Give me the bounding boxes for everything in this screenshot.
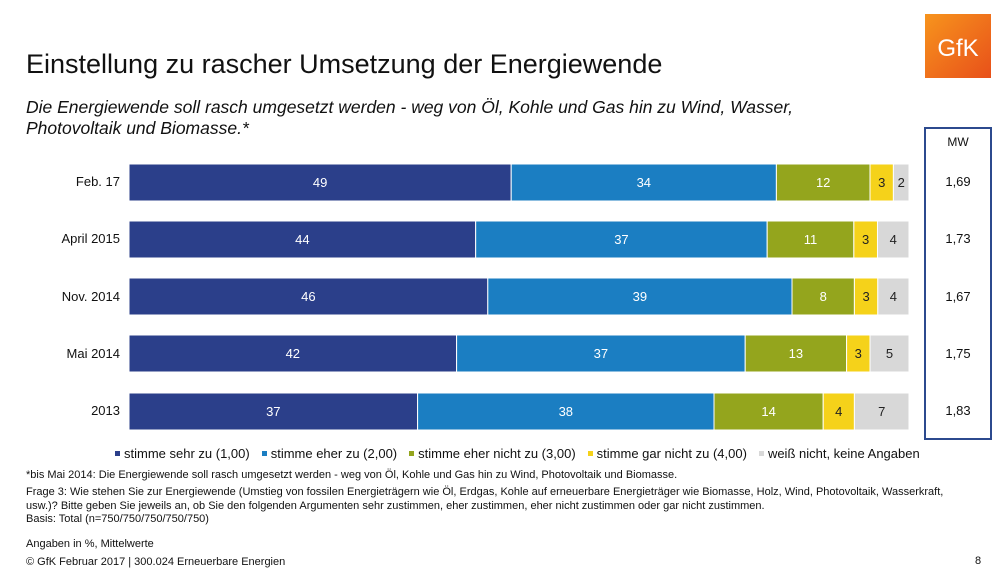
legend-swatch <box>758 450 764 456</box>
data-label: 13 <box>789 346 803 361</box>
legend-label: stimme eher nicht zu (3,00) <box>418 445 576 461</box>
category-label: April 2015 <box>61 231 120 246</box>
bar-segment <box>744 334 848 373</box>
bar-segment <box>876 220 910 259</box>
chart-legend: stimme sehr zu (1,00) stimme eher zu (2,… <box>115 445 932 461</box>
bar-segment <box>487 277 793 316</box>
bar-segment <box>713 392 824 431</box>
bar-segment <box>128 163 512 202</box>
legend-item: weiß nicht, keine Angaben <box>758 445 920 461</box>
question-text: Frage 3: Wie stehen Sie zur Energiewende… <box>26 486 956 527</box>
category-label: Nov. 2014 <box>61 289 120 304</box>
bar-segment <box>456 334 746 373</box>
legend-label: weiß nicht, keine Angaben <box>767 445 920 461</box>
footnote: *bis Mai 2014: Die Energiewende soll ras… <box>26 469 678 481</box>
page-number: 8 <box>975 555 982 567</box>
data-label: 49 <box>313 175 327 190</box>
mean-value: 1,83 <box>945 403 971 418</box>
data-label: 3 <box>862 232 869 247</box>
mean-value-box <box>924 127 992 440</box>
data-label: 12 <box>816 175 830 190</box>
gfk-logo: GfK <box>925 14 991 78</box>
bar-segment <box>877 277 910 316</box>
legend-label: stimme sehr zu (1,00) <box>124 445 250 461</box>
page-title: Einstellung zu rascher Umsetzung der Ene… <box>26 49 663 79</box>
data-label: 39 <box>633 289 647 304</box>
svg-text:GfK: GfK <box>937 35 978 62</box>
basis-line: Basis: Total (n=750/750/750/750/750) <box>26 513 209 525</box>
data-label: 37 <box>594 346 608 361</box>
legend-item: stimme gar nicht zu (4,00) <box>587 445 747 461</box>
data-label: 4 <box>835 404 842 419</box>
data-label: 11 <box>804 232 818 247</box>
bar-segment <box>853 392 910 431</box>
data-label: 3 <box>878 175 885 190</box>
legend-swatch <box>409 450 415 456</box>
data-label: 4 <box>890 289 897 304</box>
bar-segment <box>128 334 458 373</box>
data-label: 37 <box>614 232 628 247</box>
copyright: © GfK Februar 2017 | 300.024 Erneuerbare… <box>26 556 286 568</box>
bar-segment <box>475 220 768 259</box>
bar-segment <box>128 392 419 431</box>
mean-value: 1,67 <box>945 289 971 304</box>
data-label: 2 <box>898 175 905 190</box>
mean-value: 1,75 <box>945 346 971 361</box>
data-label: 3 <box>862 289 869 304</box>
question-line: Frage 3: Wie stehen Sie zur Energiewende… <box>26 486 944 512</box>
legend-swatch <box>261 450 267 456</box>
legend-swatch <box>115 450 120 456</box>
data-label: 14 <box>761 404 775 419</box>
data-label: 3 <box>855 346 862 361</box>
category-label: Feb. 17 <box>75 174 120 189</box>
units-note: Angaben in %, Mittelwerte <box>26 538 154 550</box>
data-label: 37 <box>266 404 280 419</box>
legend-item: stimme eher zu (2,00) <box>261 445 398 461</box>
bar-segment <box>869 334 910 373</box>
bar-segment <box>775 163 871 202</box>
data-label: 8 <box>820 289 827 304</box>
bar-segment <box>417 392 715 431</box>
mean-value-header: MW <box>947 135 969 149</box>
data-label: 44 <box>295 232 309 247</box>
data-label: 38 <box>559 404 573 419</box>
bar-segment <box>510 163 777 202</box>
bar-segment <box>822 392 855 431</box>
bar-segment <box>128 220 477 259</box>
category-label: Mai 2014 <box>66 346 120 361</box>
data-label: 42 <box>286 346 300 361</box>
legend-swatch <box>587 450 593 456</box>
data-label: 7 <box>878 404 885 419</box>
category-label: 2013 <box>91 403 120 418</box>
legend-label: stimme eher zu (2,00) <box>270 445 398 461</box>
data-label: 46 <box>301 289 315 304</box>
bar-segment <box>892 163 910 202</box>
mean-value: 1,73 <box>945 231 971 246</box>
legend-item: stimme sehr zu (1,00) <box>115 446 250 461</box>
bar-segment <box>128 277 489 316</box>
page-subtitle: Die Energiewende soll rasch umgesetzt we… <box>26 97 793 138</box>
data-label: 5 <box>886 346 893 361</box>
legend-item: stimme eher nicht zu (3,00) <box>409 446 576 461</box>
data-label: 34 <box>637 175 651 190</box>
data-label: 4 <box>890 232 897 247</box>
bar-segment <box>766 220 855 259</box>
legend-label: stimme gar nicht zu (4,00) <box>596 445 747 461</box>
mean-value: 1,69 <box>945 174 971 189</box>
